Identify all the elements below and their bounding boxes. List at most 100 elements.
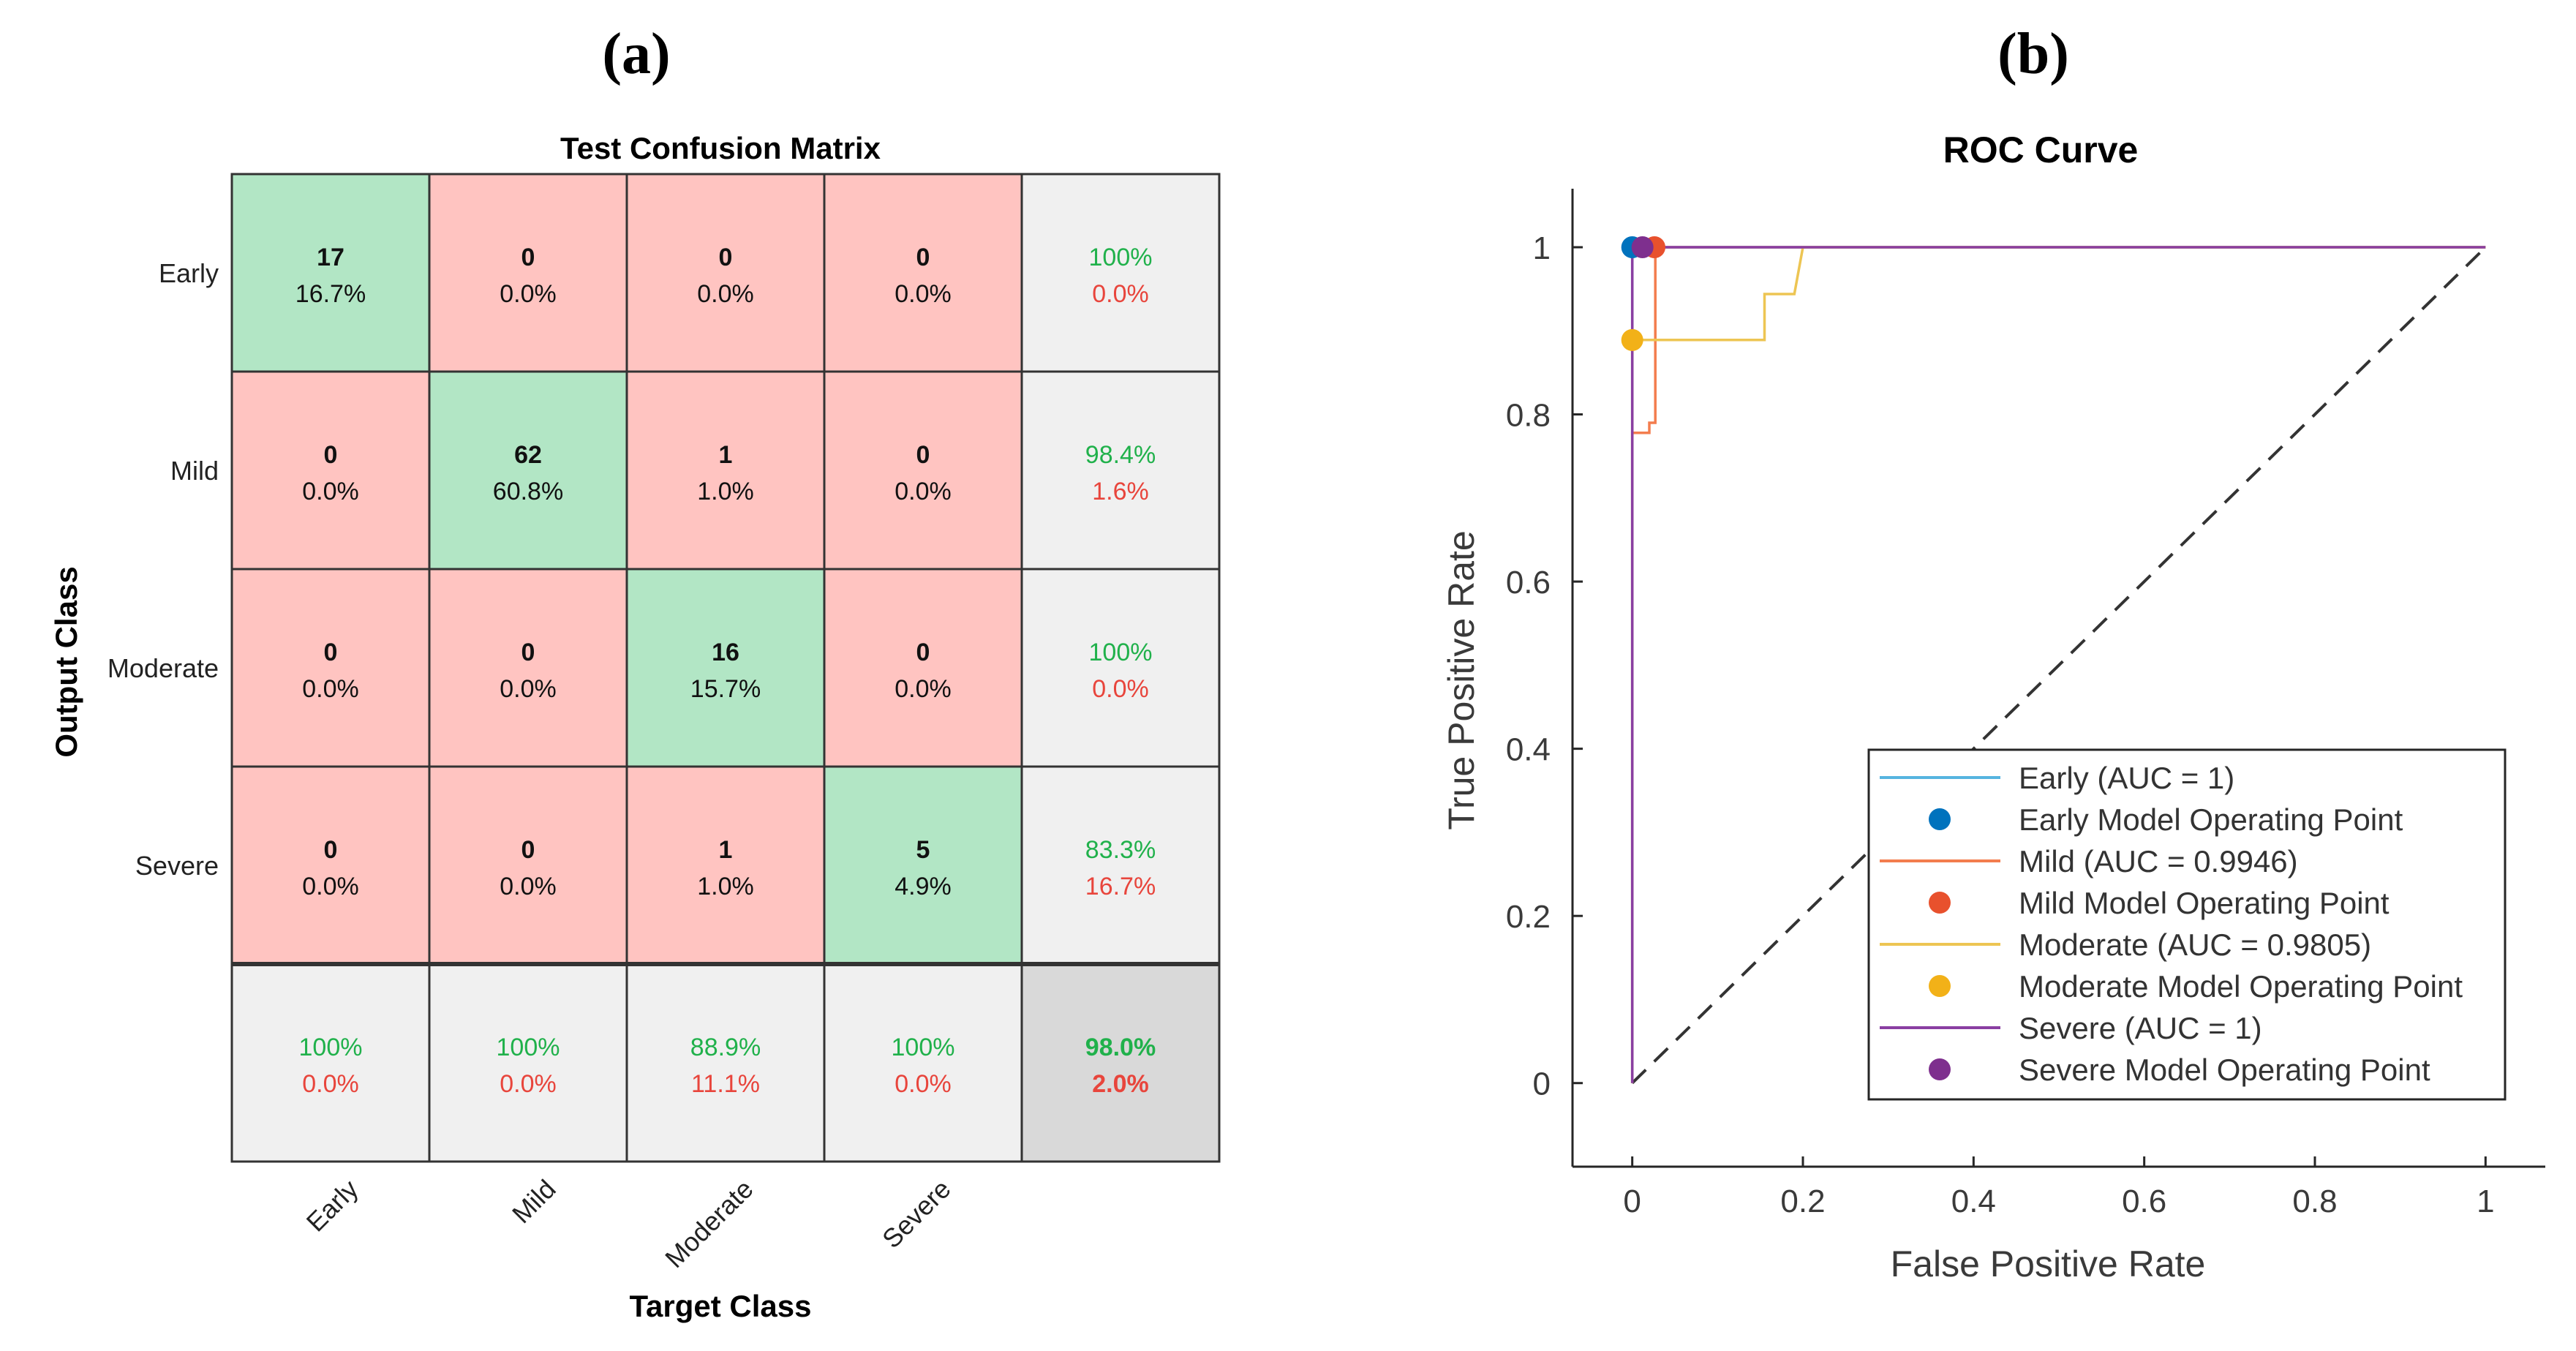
cm-cell-count: 62	[514, 441, 542, 469]
cm-row-precision: 100%	[1089, 639, 1153, 666]
cm-cell	[823, 963, 1023, 1163]
cm-cell	[230, 963, 431, 1163]
cm-cell-percent: 0.0%	[895, 280, 952, 308]
cm-cell-count: 0	[521, 836, 535, 864]
roc-legend-point-swatch	[1929, 1058, 1951, 1080]
cm-cell	[428, 173, 628, 373]
cm-cell-percent: 1.0%	[697, 478, 754, 505]
cm-cell-count: 0	[324, 836, 338, 864]
roc-y-tick-label: 1	[1533, 230, 1551, 266]
roc-x-tick-label: 0	[1623, 1183, 1641, 1219]
cm-cell-percent: 0.0%	[895, 675, 952, 703]
cm-cell	[1020, 568, 1221, 768]
roc-y-tick-label: 0	[1533, 1066, 1551, 1102]
cm-cell	[230, 568, 431, 768]
cm-cell	[625, 765, 826, 966]
cm-row-error: 0.0%	[1092, 675, 1149, 703]
cm-row-labels: Early Mild Moderate Severe	[108, 258, 219, 881]
cm-cell-percent: 0.0%	[500, 675, 557, 703]
cm-col-error: 0.0%	[500, 1070, 557, 1098]
cm-cell	[625, 370, 826, 571]
roc-legend-label: Moderate (AUC = 0.9805)	[2019, 927, 2371, 962]
cm-cell	[823, 173, 1023, 373]
roc-legend-label: Severe (AUC = 1)	[2019, 1011, 2262, 1045]
cm-cell-count: 0	[916, 441, 930, 469]
cm-cell	[625, 963, 826, 1163]
cm-col-recall: 88.9%	[690, 1034, 761, 1061]
cm-cell-count: 0	[324, 441, 338, 469]
cm-col-error: 0.0%	[895, 1070, 952, 1098]
cm-row-precision: 98.4%	[1085, 441, 1156, 469]
cm-cell-percent: 0.0%	[500, 280, 557, 308]
cm-cell-percent: 1.0%	[697, 873, 754, 900]
cm-cell	[1020, 765, 1221, 966]
roc-chance-line	[1631, 246, 2487, 1085]
cm-cell-percent: 15.7%	[690, 675, 761, 703]
roc-chart: ROC Curve False Positive Rate True Posit…	[1441, 129, 2545, 1284]
roc-legend-label: Moderate Model Operating Point	[2019, 969, 2463, 1004]
cm-cell-count: 0	[916, 639, 930, 666]
cm-row-error: 1.6%	[1092, 478, 1149, 505]
cm-cell-count: 1	[719, 836, 733, 864]
roc-operating-point	[1631, 236, 1654, 258]
cm-row-label: Moderate	[108, 653, 219, 683]
cm-col-recall: 100%	[299, 1034, 363, 1061]
roc-legend-label: Severe Model Operating Point	[2019, 1053, 2430, 1087]
roc-ylabel: True Positive Rate	[1441, 530, 1482, 829]
cm-xlabel: Target Class	[630, 1289, 812, 1323]
cm-col-recall: 100%	[497, 1034, 560, 1061]
roc-x-tick-label: 1	[2477, 1183, 2494, 1219]
cm-col-recall: 100%	[892, 1034, 955, 1061]
cm-row-error: 0.0%	[1092, 280, 1149, 308]
cm-cell-count: 0	[916, 244, 930, 271]
roc-y-tick-label: 0.4	[1506, 732, 1551, 768]
cm-cell-count: 0	[324, 639, 338, 666]
cm-col-label: Mild	[506, 1174, 562, 1230]
panel-b-label: (b)	[1997, 22, 2069, 86]
cm-cell	[625, 173, 826, 373]
cm-cell	[1020, 370, 1221, 571]
cm-cell	[428, 963, 628, 1163]
cm-cell-percent: 4.9%	[895, 873, 952, 900]
cm-cell-count: 5	[916, 836, 930, 864]
cm-cell-percent: 0.0%	[302, 873, 359, 900]
cm-cell	[823, 765, 1023, 966]
roc-legend-point-swatch	[1929, 808, 1951, 830]
roc-title: ROC Curve	[1943, 129, 2139, 170]
roc-legend-point-swatch	[1929, 975, 1951, 997]
roc-legend-box	[1867, 748, 2507, 1101]
cm-row-label: Severe	[135, 851, 219, 881]
cm-cell-percent: 0.0%	[302, 675, 359, 703]
roc-legend-label: Early (AUC = 1)	[2019, 761, 2234, 795]
cm-cell-percent: 60.8%	[493, 478, 563, 505]
roc-y-tick-label: 0.2	[1506, 899, 1551, 935]
cm-col-error: 11.1%	[691, 1070, 760, 1098]
panel-a-label: (a)	[602, 22, 670, 86]
cm-cell-count: 0	[521, 244, 535, 271]
cm-cell-percent: 0.0%	[302, 478, 359, 505]
cm-cell	[230, 370, 431, 571]
roc-operating-point	[1621, 328, 1643, 351]
roc-y-tick-label: 0.6	[1506, 565, 1551, 601]
cm-cells: 17 16.7% 0 0.0% 0 0.0% 0 0.0% 100% 0.0% 0 0.0% 62 60.…	[230, 173, 1221, 1163]
cm-col-label: Early	[301, 1174, 364, 1238]
roc-legend: Early (AUC = 1) Early Model Operating Poi…	[1867, 748, 2507, 1101]
cm-overall-error: 2.0%	[1092, 1070, 1149, 1098]
roc-legend-label: Mild (AUC = 0.9946)	[2019, 844, 2298, 878]
cm-cell	[823, 568, 1023, 768]
cm-cell-percent: 0.0%	[697, 280, 754, 308]
cm-cell-count: 16	[712, 639, 739, 666]
cm-cell	[428, 370, 628, 571]
roc-x-tick-label: 0.4	[1951, 1183, 1996, 1219]
cm-title: Test Confusion Matrix	[560, 131, 881, 165]
confusion-matrix: Test Confusion Matrix Target Class Outpu…	[49, 131, 1221, 1323]
cm-row-precision: 83.3%	[1085, 836, 1156, 864]
roc-legend-point-swatch	[1929, 892, 1951, 914]
cm-cell-percent: 0.0%	[500, 873, 557, 900]
cm-row-error: 16.7%	[1085, 873, 1156, 900]
cm-cell	[230, 765, 431, 966]
roc-x-tick-label: 0.2	[1780, 1183, 1825, 1219]
cm-ylabel: Output Class	[49, 566, 83, 757]
roc-legend-label: Mild Model Operating Point	[2019, 886, 2389, 920]
cm-cell	[428, 765, 628, 966]
